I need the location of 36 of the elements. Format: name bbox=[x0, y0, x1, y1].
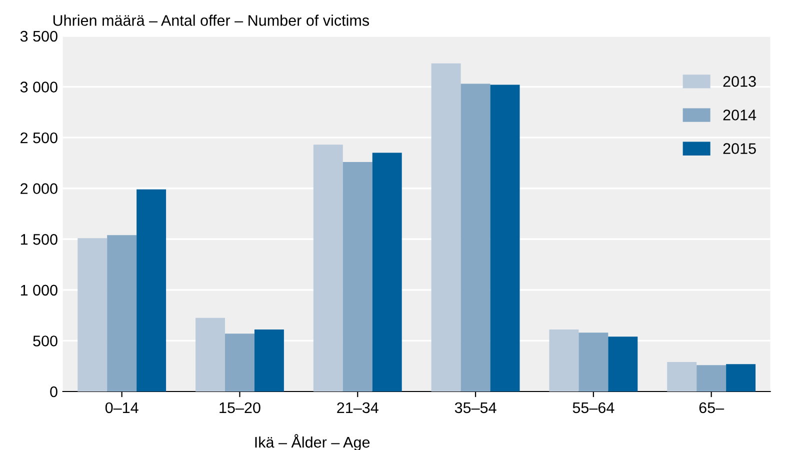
y-tick-label: 2 000 bbox=[20, 183, 58, 194]
x-tick-label: 65– bbox=[699, 402, 724, 414]
y-tick-label: 0 bbox=[50, 386, 58, 398]
y-tick-label: 3 000 bbox=[20, 82, 58, 92]
bar bbox=[372, 152, 402, 392]
bar bbox=[608, 336, 638, 392]
bar bbox=[224, 334, 254, 392]
x-tick-label: 21–34 bbox=[337, 402, 378, 414]
bar bbox=[78, 238, 108, 392]
y-tick-label: 1 500 bbox=[20, 234, 58, 245]
bar bbox=[342, 162, 372, 392]
bar bbox=[254, 330, 284, 392]
legend-label: 2014 bbox=[723, 110, 756, 120]
x-tick-label: 15–20 bbox=[220, 402, 260, 414]
legend-label: 2015 bbox=[723, 143, 756, 154]
x-tick-label: 35–54 bbox=[454, 402, 496, 414]
bar bbox=[578, 332, 608, 392]
bar bbox=[490, 84, 520, 392]
bar bbox=[313, 144, 343, 392]
y-tick-label: 1 000 bbox=[20, 284, 58, 296]
y-tick-label: 3 500 bbox=[20, 30, 58, 42]
bar bbox=[136, 189, 166, 392]
legend-label: 2013 bbox=[723, 76, 756, 87]
bar bbox=[460, 84, 490, 392]
bar bbox=[431, 63, 461, 392]
bar bbox=[196, 318, 225, 392]
x-tick-label: 55–64 bbox=[572, 402, 614, 414]
bar bbox=[696, 365, 726, 392]
y-tick-label: 500 bbox=[33, 336, 58, 346]
bar bbox=[107, 235, 137, 392]
bar bbox=[726, 364, 756, 392]
y-tick-label: 2 500 bbox=[20, 132, 58, 144]
x-tick-label: 0–14 bbox=[105, 402, 138, 414]
y-axis-title: Uhrien määrä – Antal offer – Number of victims bbox=[53, 14, 370, 26]
bar bbox=[667, 362, 697, 392]
bar bbox=[549, 330, 579, 392]
